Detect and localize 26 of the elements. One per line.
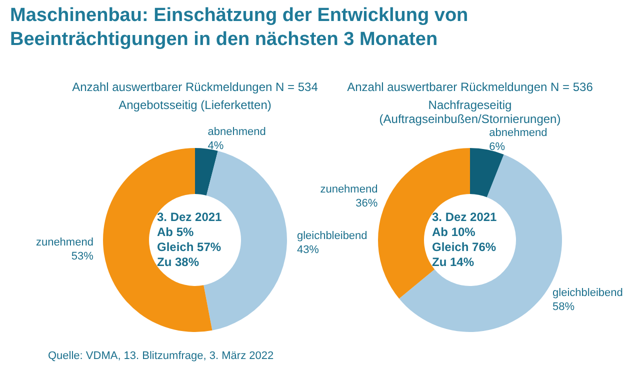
chart-title: Angebotsseitig (Lieferketten) [118,98,272,112]
chart-subtitle: Anzahl auswertbarer Rückmeldungen N = 534 [72,80,318,94]
text: Zu 14% [432,254,474,269]
slice-label: gleichbleibend [296,230,368,242]
slice-label: abnehmend [489,126,548,139]
slice-label: zunehmend [320,184,378,196]
slice-label: zunehmend [36,236,94,249]
text: Ab 5% [157,224,194,239]
text: Ab 10% [432,224,476,239]
data-label: 58% [552,300,575,313]
text: Gleich 76% [432,240,496,254]
data-label: 43% [296,244,320,256]
data-label: 4% [208,140,224,152]
slice-label: gleichbleibend [552,286,623,299]
source-note: Quelle: VDMA, 13. Blitzumfrage, 3. März 2022 [48,350,274,362]
data-label: 6% [489,140,506,153]
text: Gleich 57% [157,240,222,254]
text: 3. Dez 2021 [157,210,222,224]
text: Maschinenbau: Einschätzung der Entwicklung von Beeinträchtigungen in den nächsten 3 Monaten [10,4,470,52]
data-label: 53% [71,250,94,263]
chart-subtitle: Anzahl auswertbarer Rückmeldungen N = 536 [347,80,593,94]
chart-title: Nachfrageseitig (Auftragseinbußen/Stornierungen) [378,98,562,126]
slice-label: abnehmend [208,126,266,138]
text: Zu 38% [157,254,200,269]
data-label: 36% [356,198,378,210]
text: 3. Dez 2021 [432,210,498,224]
